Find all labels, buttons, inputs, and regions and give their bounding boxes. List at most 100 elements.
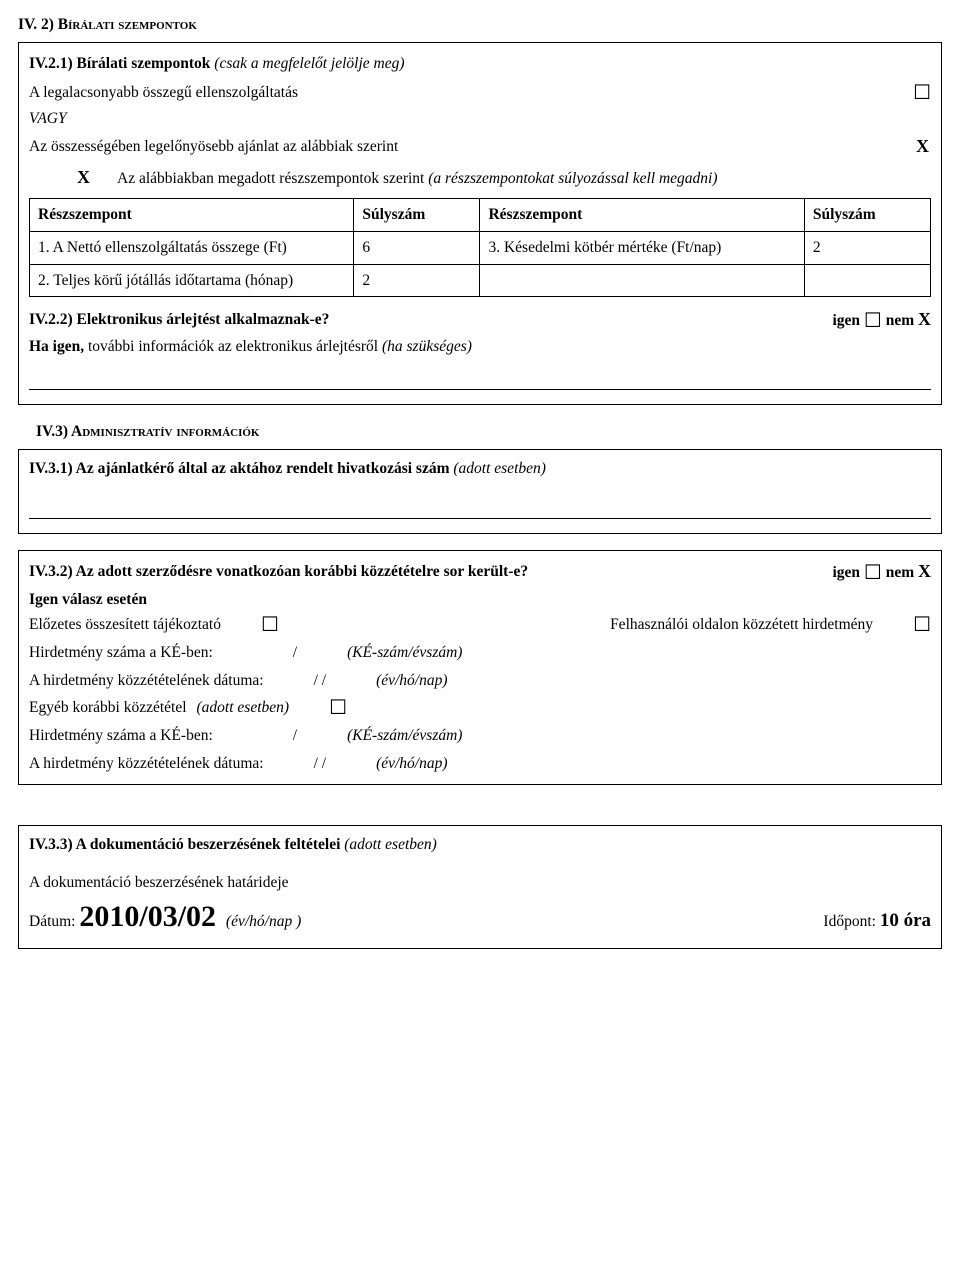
iv21-indent-x: X: [77, 167, 90, 187]
iv21-vagy: VAGY: [29, 108, 931, 130]
iv32-pub1: A hirdetmény közzétételének dátuma: / / …: [29, 670, 931, 692]
iv32-hke1-slash: /: [293, 642, 297, 664]
iv33-date: 2010/03/02: [79, 900, 216, 933]
iv32-hke2: Hirdetmény száma a KÉ-ben: / (KÉ-szám/év…: [29, 725, 931, 747]
criteria-r2a-txt: Teljes körű jótállás időtartama (hónap): [53, 272, 293, 289]
iv33-title-i: (adott esetben): [344, 836, 437, 853]
criteria-th-b: Súlyszám: [354, 199, 480, 232]
box-iv31: IV.3.1) Az ajánlatkérő által az aktához …: [18, 449, 942, 535]
criteria-r1d: 2: [804, 231, 930, 264]
criteria-r2a-num: 2.: [38, 272, 53, 289]
iv22-sub: Ha igen, további információk az elektron…: [29, 336, 931, 358]
section-iv2-heading: IV. 2) Bírálati szempontok: [18, 14, 942, 36]
iv31-title: IV.3.1) Az ajánlatkérő által az aktához …: [29, 458, 931, 480]
iv32-a1: Előzetes összesített tájékoztató: [29, 614, 221, 636]
box-iv32: IV.3.2) Az adott szerződésre vonatkozóan…: [18, 550, 942, 785]
iv22-nem-x: X: [918, 309, 931, 329]
iv22-q: IV.2.2) Elektronikus árlejtést alkalmazn…: [29, 309, 329, 331]
criteria-th-a: Részszempont: [30, 199, 354, 232]
criteria-r1a-num: 1.: [38, 239, 53, 256]
iv32-pub1-i: (év/hó/nap): [376, 670, 447, 692]
criteria-r2a: 2. Teljes körű jótállás időtartama (hóna…: [30, 264, 354, 297]
criteria-r1c-num: 3.: [488, 239, 504, 256]
iv32-row: IV.3.2) Az adott szerződésre vonatkozóan…: [29, 559, 931, 584]
iv33-right: Időpont: 10 óra: [823, 908, 931, 935]
iv21-line1: A legalacsonyabb összegű ellenszolgáltat…: [29, 82, 298, 104]
criteria-r1b: 6: [354, 231, 480, 264]
checkbox-egyeb[interactable]: ☐: [329, 698, 347, 718]
iv22-fill-line: [29, 376, 931, 390]
iv32-answers: igen ☐ nem X: [832, 559, 931, 584]
checkbox-iv22-igen[interactable]: ☐: [864, 311, 882, 331]
iv32-a2: Felhasználói oldalon közzétett hirdetmén…: [610, 614, 873, 636]
criteria-r1a: 1. A Nettó ellenszolgáltatás összege (Ft…: [30, 231, 354, 264]
iv31-title-i: (adott esetben): [453, 460, 546, 477]
box-iv33-body: A dokumentáció beszerzésének határideje …: [18, 866, 942, 949]
iv21-indent-text: Az alábbiakban megadott részszempontok s…: [117, 170, 428, 187]
checkbox-lowest-price[interactable]: ☐: [913, 83, 931, 103]
heading-iv2-prefix: IV. 2) B: [18, 16, 68, 33]
criteria-r1c-txt: Késedelmi kötbér mértéke (Ft/nap): [504, 239, 721, 256]
iv22-sub-i: (ha szükséges): [382, 338, 472, 355]
criteria-r1c: 3. Késedelmi kötbér mértéke (Ft/nap): [480, 231, 804, 264]
iv32-hke2-label: Hirdetmény száma a KÉ-ben:: [29, 725, 213, 747]
criteria-th-c: Részszempont: [480, 199, 804, 232]
criteria-r2c: [480, 264, 804, 297]
iv33-ido-v: 10 óra: [880, 910, 931, 931]
iv33-datum: Dátum:: [29, 913, 79, 930]
iv21-title: IV.2.1) Bírálati szempontok (csak a megf…: [29, 53, 931, 75]
box-iv21: IV.2.1) Bírálati szempontok (csak a megf…: [18, 42, 942, 405]
iv32-hke1-label: Hirdetmény száma a KÉ-ben:: [29, 642, 213, 664]
criteria-r2d: [804, 264, 930, 297]
box-iv33-title: IV.3.3) A dokumentáció beszerzésének fel…: [18, 825, 942, 866]
iv32-egy: Egyéb korábbi közzététel (adott esetben)…: [29, 697, 931, 719]
checkbox-elozetes[interactable]: ☐: [261, 615, 279, 635]
iv22-sub-b: Ha igen,: [29, 338, 88, 355]
criteria-r2b: 2: [354, 264, 480, 297]
iv33-ido: Időpont:: [823, 913, 879, 930]
iv32-pub1-label: A hirdetmény közzétételének dátuma:: [29, 670, 264, 692]
iv32-hke1: Hirdetmény száma a KÉ-ben: / (KÉ-szám/év…: [29, 642, 931, 664]
iv22-nem: nem: [882, 312, 918, 329]
iv22-answers: igen ☐ nem X: [832, 307, 931, 332]
iv33-date-row: Dátum: 2010/03/02 (év/hó/nap ) Időpont: …: [29, 896, 931, 938]
iv21-line2-mark: X: [916, 134, 931, 159]
iv32-nem: nem: [882, 564, 918, 581]
iv32-pub1-ss: / /: [314, 670, 327, 692]
checkbox-iv32-igen[interactable]: ☐: [864, 563, 882, 583]
iv32-egy-i: (adott esetben): [197, 697, 290, 719]
iv33-left: Dátum: 2010/03/02 (év/hó/nap ): [29, 896, 301, 938]
heading-iv3-prefix: IV.3) A: [36, 423, 82, 440]
iv32-hke2-slash: /: [293, 725, 297, 747]
iv32-nem-x: X: [918, 561, 931, 581]
criteria-th-d: Súlyszám: [804, 199, 930, 232]
iv32-hke2-i: (KÉ-szám/évszám): [347, 725, 462, 747]
heading-iv2-sc: írálati szempontok: [68, 16, 197, 33]
iv33-line: A dokumentáció beszerzésének határideje: [29, 872, 931, 894]
iv21-title-bold: IV.2.1) Bírálati szempontok: [29, 55, 214, 72]
heading-iv3-sc: dminisztratív információk: [82, 423, 259, 440]
iv22-sub-t: további információk az elektronikus árle…: [88, 338, 382, 355]
iv32-igenv: Igen válasz esetén: [29, 589, 931, 611]
iv21-title-italic: (csak a megfelelőt jelölje meg): [214, 55, 404, 72]
iv32-igen: igen: [832, 564, 863, 581]
iv21-line1-row: A legalacsonyabb összegű ellenszolgáltat…: [29, 82, 931, 104]
iv32-pub2-ss: / /: [314, 753, 327, 775]
section-iv3-heading: IV.3) Adminisztratív információk: [36, 421, 942, 443]
iv33-title-b: IV.3.3) A dokumentáció beszerzésének fel…: [29, 836, 344, 853]
iv32-egy-t: Egyéb korábbi közzététel: [29, 697, 187, 719]
iv32-pub2-i: (év/hó/nap): [376, 753, 447, 775]
iv32-line-a: Előzetes összesített tájékoztató ☐ Felha…: [29, 614, 931, 636]
iv32-pub2-label: A hirdetmény közzétételének dátuma:: [29, 753, 264, 775]
criteria-table: Részszempont Súlyszám Részszempont Súlys…: [29, 198, 931, 297]
iv22-igen: igen: [832, 312, 863, 329]
checkbox-felhasznaloi[interactable]: ☐: [913, 615, 931, 635]
iv31-fill-line: [29, 505, 931, 519]
iv32-pub2: A hirdetmény közzétételének dátuma: / / …: [29, 753, 931, 775]
iv21-line2-row: Az összességében legelőnyösebb ajánlat a…: [29, 134, 931, 159]
iv22-row: IV.2.2) Elektronikus árlejtést alkalmazn…: [29, 307, 931, 332]
iv31-title-b: IV.3.1) Az ajánlatkérő által az aktához …: [29, 460, 453, 477]
iv21-indent-italic: (a részszempontokat súlyozással kell meg…: [428, 170, 717, 187]
iv32-q: IV.3.2) Az adott szerződésre vonatkozóan…: [29, 561, 528, 583]
criteria-r1a-txt: A Nettó ellenszolgáltatás összege (Ft): [53, 239, 287, 256]
